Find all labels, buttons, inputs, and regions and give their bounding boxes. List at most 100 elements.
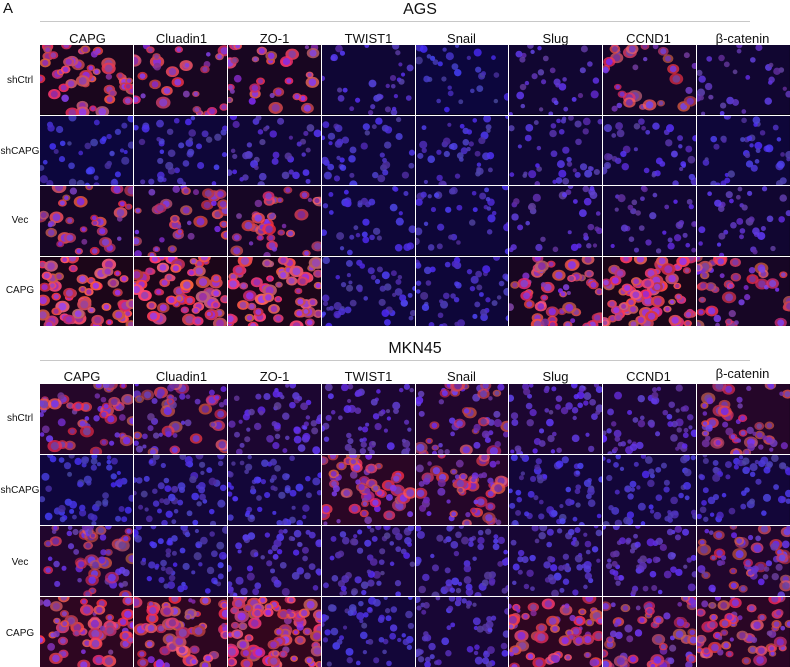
cell-nucleus	[698, 309, 704, 315]
cell-nucleus	[64, 195, 69, 200]
cell-nucleus	[584, 197, 592, 206]
cell-nucleus	[369, 104, 375, 110]
cell-nucleus	[87, 513, 95, 520]
cell-nucleus	[46, 179, 54, 185]
cell-nucleus	[409, 561, 415, 567]
cell-nucleus	[296, 519, 303, 525]
cell-nucleus	[603, 67, 610, 74]
cell-nucleus	[576, 564, 584, 571]
cell-nucleus	[547, 528, 555, 536]
cell-nucleus	[726, 319, 732, 324]
cell-nucleus	[354, 407, 361, 414]
cell-nucleus	[123, 535, 129, 542]
cell-nucleus	[501, 649, 508, 657]
cell-nucleus	[214, 225, 221, 233]
cell-nucleus	[763, 493, 772, 502]
micrograph-tile	[415, 256, 509, 326]
cell-nucleus	[730, 222, 737, 229]
cell-nucleus	[187, 148, 195, 156]
cell-nucleus	[260, 479, 266, 485]
cell-nucleus	[230, 273, 236, 279]
cell-nucleus	[755, 45, 763, 52]
cell-nucleus	[177, 585, 185, 593]
cell-nucleus	[333, 174, 340, 181]
cell-nucleus	[584, 540, 592, 548]
cell-nucleus	[614, 519, 623, 525]
cell-nucleus	[749, 463, 758, 472]
cell-nucleus	[701, 500, 708, 506]
cell-nucleus	[773, 67, 781, 75]
cell-nucleus	[779, 391, 784, 396]
cell-nucleus	[701, 570, 706, 575]
cell-nucleus	[210, 200, 217, 207]
cell-nucleus	[664, 204, 670, 210]
cell-nucleus	[615, 489, 621, 495]
cell-nucleus	[67, 471, 73, 477]
section-title: MKN45	[388, 340, 442, 357]
cell-nucleus	[575, 554, 583, 563]
micrograph-image	[509, 186, 603, 256]
cell-nucleus	[472, 441, 480, 449]
cell-nucleus	[768, 80, 773, 85]
cell-nucleus	[78, 561, 85, 568]
cell-nucleus	[626, 635, 634, 643]
col-label: CAPG	[69, 31, 106, 46]
cell-nucleus	[771, 572, 780, 581]
cell-nucleus	[655, 431, 661, 437]
cell-nucleus	[372, 598, 381, 607]
cell-nucleus	[633, 533, 639, 539]
cell-nucleus	[371, 171, 379, 178]
cell-nucleus	[260, 555, 265, 560]
cell-nucleus	[633, 122, 641, 129]
cell-nucleus	[303, 104, 311, 112]
cell-nucleus	[386, 416, 391, 421]
cell-nucleus	[50, 52, 57, 58]
cell-nucleus	[568, 115, 575, 121]
cell-nucleus	[272, 390, 280, 398]
cell-nucleus	[579, 521, 585, 525]
cell-nucleus	[91, 248, 98, 254]
row-label: shCAPG	[0, 485, 40, 496]
micrograph-tile	[133, 384, 227, 454]
cell-nucleus	[115, 310, 123, 318]
cell-nucleus	[577, 402, 584, 409]
cell-nucleus	[382, 526, 391, 531]
cell-nucleus	[101, 238, 110, 246]
cell-nucleus	[549, 617, 557, 625]
cell-nucleus	[348, 172, 355, 178]
cell-nucleus	[520, 455, 526, 459]
cell-nucleus	[395, 278, 402, 285]
cell-nucleus	[360, 141, 368, 150]
cell-nucleus	[47, 643, 55, 651]
row-label: Vec	[11, 557, 29, 568]
cell-nucleus	[323, 436, 329, 442]
cell-nucleus	[487, 167, 493, 172]
cell-nucleus	[257, 235, 262, 240]
cell-nucleus	[620, 150, 627, 157]
cell-nucleus	[535, 162, 541, 168]
cell-nucleus	[60, 638, 66, 644]
cell-nucleus	[451, 469, 456, 474]
cell-nucleus	[760, 456, 769, 465]
cell-nucleus	[121, 122, 128, 129]
cell-nucleus	[460, 146, 468, 154]
micrograph-image	[697, 526, 790, 596]
cell-nucleus	[312, 477, 321, 486]
cell-nucleus	[721, 555, 727, 561]
cell-nucleus	[260, 459, 269, 467]
cell-nucleus	[148, 614, 156, 622]
cell-nucleus	[267, 549, 273, 555]
cell-nucleus	[68, 455, 75, 459]
cell-nucleus	[542, 474, 548, 479]
cell-nucleus	[590, 281, 597, 288]
cell-nucleus	[110, 178, 119, 185]
cell-nucleus	[528, 202, 537, 211]
cell-nucleus	[654, 169, 661, 176]
cell-nucleus	[81, 238, 88, 245]
cell-nucleus	[267, 275, 272, 281]
cell-nucleus	[182, 159, 190, 167]
cell-nucleus	[426, 461, 432, 466]
cell-nucleus	[654, 296, 662, 305]
cell-nucleus	[540, 236, 547, 242]
image-grid	[40, 45, 790, 326]
